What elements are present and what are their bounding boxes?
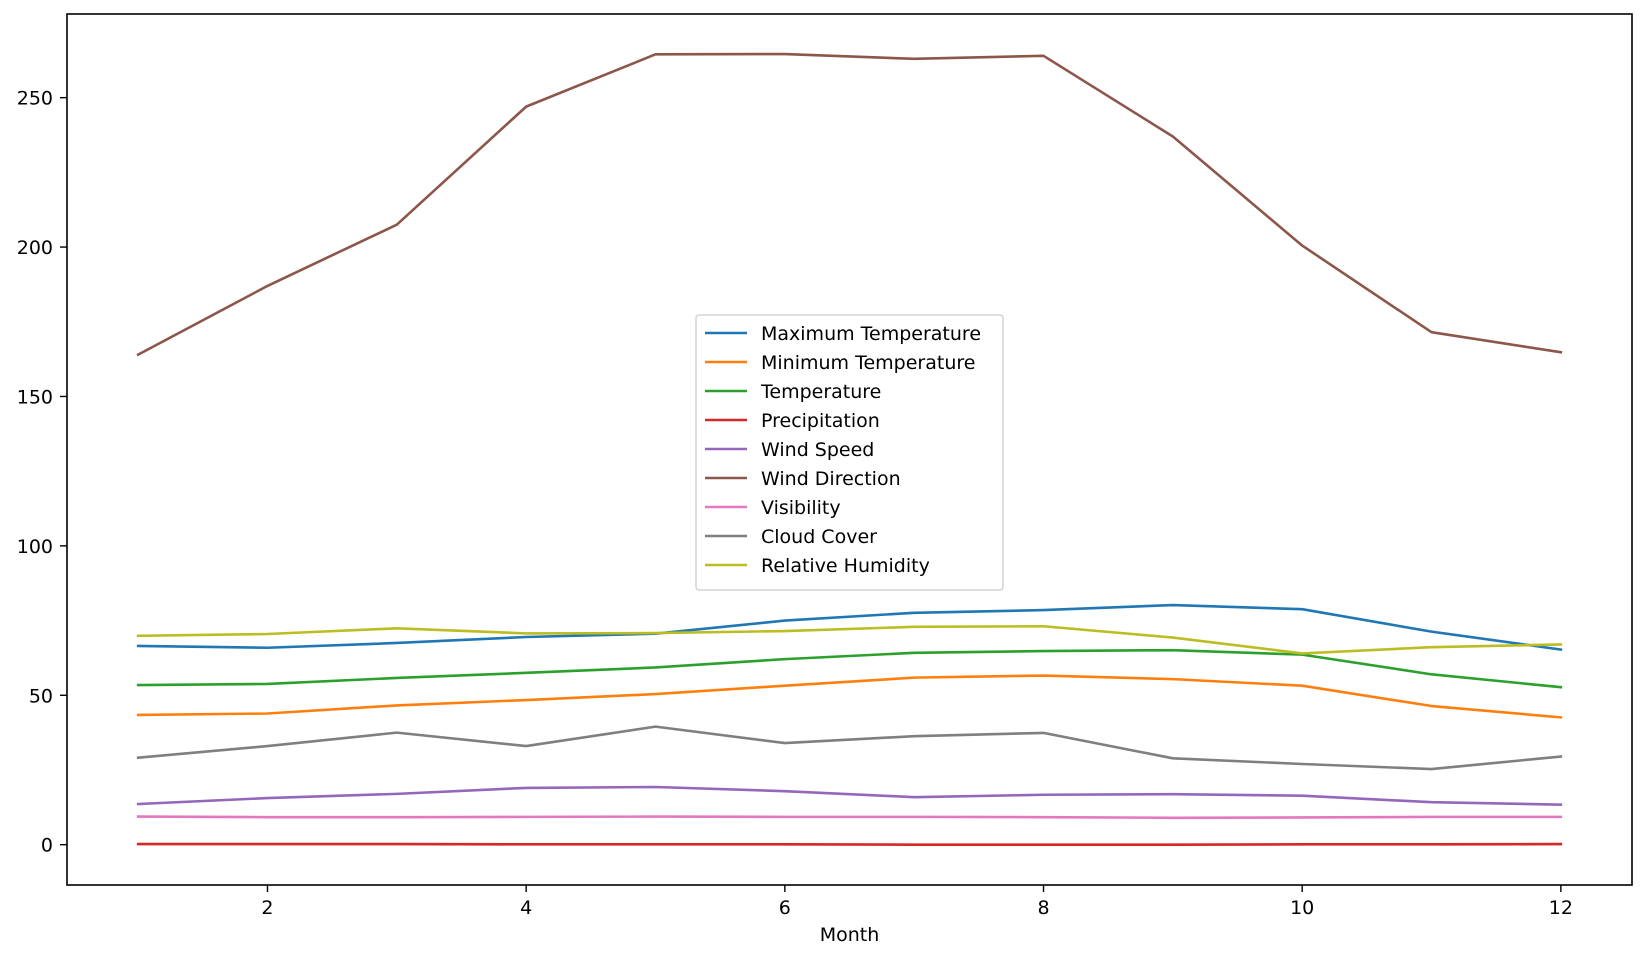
plot-area xyxy=(66,13,1633,886)
y-tick-label: 0 xyxy=(41,835,53,857)
legend-label: Wind Direction xyxy=(761,468,901,490)
series-line-7 xyxy=(136,725,1563,771)
y-tick-label: 150 xyxy=(17,386,53,408)
legend-label: Wind Speed xyxy=(761,439,874,461)
x-axis: 2 4 6 8 10 12 xyxy=(261,885,1573,919)
legend-box xyxy=(695,314,1004,591)
x-tick-label: 6 xyxy=(779,897,791,919)
x-tick-label: 8 xyxy=(1037,897,1049,919)
legend-label: Temperature xyxy=(760,381,881,403)
legend-label: Precipitation xyxy=(761,410,880,432)
legend-label: Visibility xyxy=(761,497,841,519)
series-line-0 xyxy=(136,603,1563,652)
y-tick-label: 100 xyxy=(17,536,53,558)
legend-label: Relative Humidity xyxy=(761,555,930,577)
series-layer xyxy=(136,52,1563,846)
y-tick-label: 50 xyxy=(29,685,53,707)
series-line-1 xyxy=(136,674,1563,719)
series-line-4 xyxy=(136,785,1563,806)
x-tick-label: 10 xyxy=(1290,897,1314,919)
series-line-8 xyxy=(136,624,1563,655)
series-line-5 xyxy=(136,52,1563,357)
legend: Maximum Temperature Minimum Temperature Te… xyxy=(695,314,1004,591)
series-line-6 xyxy=(136,815,1563,820)
y-tick-label: 200 xyxy=(17,237,53,259)
x-tick-label: 4 xyxy=(520,897,532,919)
series-line-2 xyxy=(136,648,1563,689)
legend-label: Minimum Temperature xyxy=(761,352,975,374)
series-line-3 xyxy=(136,842,1563,846)
legend-label: Cloud Cover xyxy=(761,526,877,548)
y-tick-label: 250 xyxy=(17,88,53,110)
x-axis-title: Month xyxy=(820,924,880,946)
x-tick-label: 12 xyxy=(1549,897,1573,919)
legend-label: Maximum Temperature xyxy=(761,323,981,345)
y-axis: 0 50 100 150 200 250 xyxy=(17,88,67,857)
x-tick-label: 2 xyxy=(261,897,273,919)
